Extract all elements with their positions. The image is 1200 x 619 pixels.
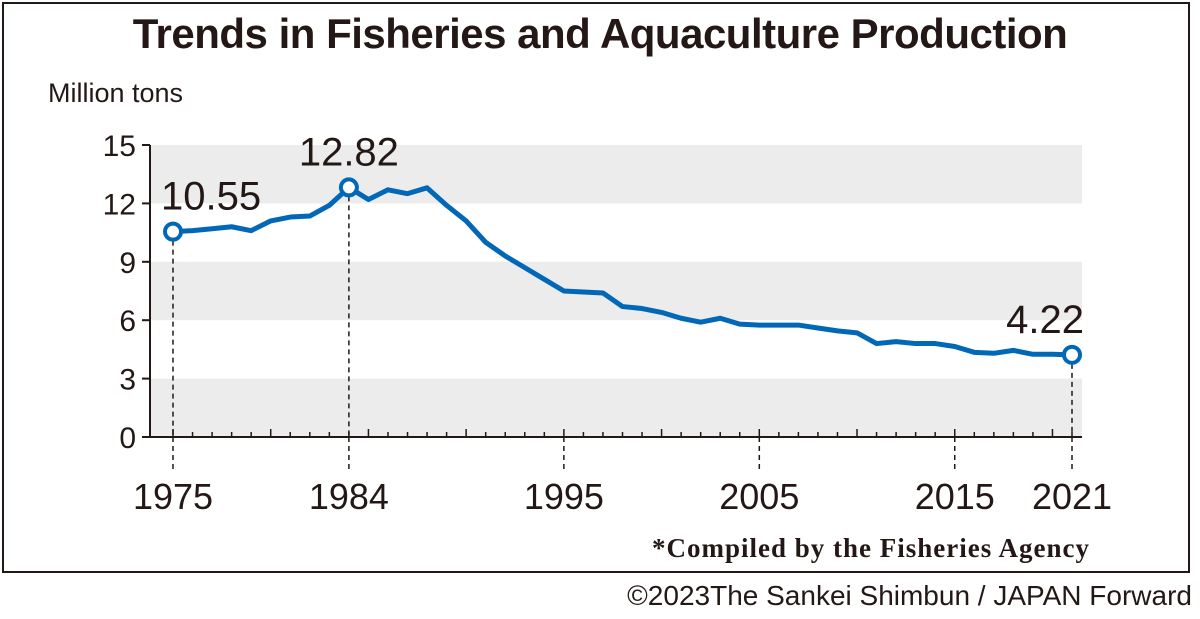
annotated-point-marker	[1062, 344, 1082, 365]
data-label: 12.82	[299, 130, 399, 174]
grid-band	[150, 145, 1082, 204]
x-tick-label: 1995	[524, 476, 604, 517]
x-tick-label: 2015	[915, 476, 995, 517]
annotated-point-marker	[163, 221, 183, 242]
annotated-point-marker	[338, 177, 359, 198]
chart-frame	[2, 2, 1190, 573]
grid-band	[150, 378, 1082, 437]
copyright-credit: ©2023The Sankei Shimbun / JAPAN Forward	[627, 580, 1192, 611]
data-label: 4.22	[1006, 298, 1084, 342]
y-tick-label: 15	[103, 130, 136, 163]
x-tick-label: 1984	[309, 476, 389, 517]
x-tick-label: 2005	[719, 476, 799, 517]
grid-band	[150, 261, 1082, 321]
y-axis-label: Million tons	[48, 78, 184, 108]
y-tick-label: 6	[119, 305, 136, 338]
y-tick-label: 3	[119, 364, 136, 397]
chart-title: Trends in Fisheries and Aquaculture Prod…	[132, 10, 1068, 57]
x-tick-label: 2021	[1032, 476, 1112, 517]
y-tick-label: 9	[119, 247, 136, 280]
source-note: *Compiled by the Fisheries Agency	[652, 533, 1090, 563]
x-tick-label: 1975	[133, 476, 213, 517]
data-label: 10.55	[161, 175, 261, 219]
y-tick-label: 12	[103, 188, 136, 221]
y-tick-label: 0	[119, 422, 136, 455]
